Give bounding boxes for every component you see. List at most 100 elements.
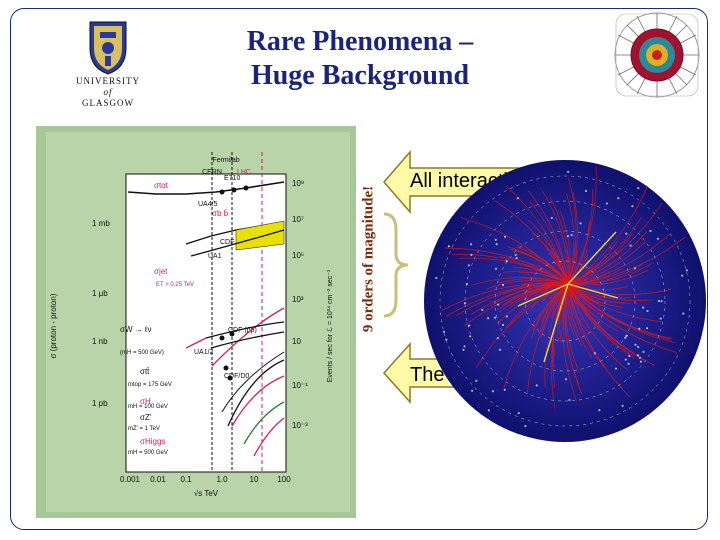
hit	[649, 230, 652, 232]
curve-label: σZ'	[140, 413, 152, 422]
track	[445, 283, 569, 317]
left-tick-label: 1 nb	[92, 337, 108, 346]
track	[544, 283, 569, 388]
hit	[467, 264, 470, 267]
x-axis-label: √s TeV	[194, 489, 219, 498]
university-of: of	[103, 87, 113, 97]
crest-icon	[89, 21, 127, 75]
track	[565, 283, 580, 373]
curve-label: σb b̄	[212, 209, 229, 218]
right-tick-label: 10⁻¹	[292, 381, 308, 390]
mass-label: (mH = 500 GeV)	[120, 350, 164, 356]
track	[441, 282, 569, 311]
hit	[475, 379, 478, 382]
hit	[685, 269, 688, 272]
track	[567, 283, 626, 304]
curve-label: σtot	[154, 181, 169, 190]
hit	[640, 360, 642, 363]
hit	[617, 197, 620, 200]
hit	[579, 222, 582, 225]
track	[567, 269, 649, 286]
track	[567, 283, 630, 299]
mass-label: mZ' = 1 TeV	[128, 426, 160, 432]
curve-label: σtt̄	[140, 367, 150, 376]
hit	[495, 243, 498, 246]
hit	[516, 197, 519, 200]
hit	[514, 253, 517, 256]
slide-title-line2: Huge Background	[250, 60, 470, 91]
hit	[524, 425, 527, 428]
hit	[621, 404, 624, 407]
hit	[462, 348, 465, 351]
sigma-zprime-curve	[243, 401, 285, 445]
track	[541, 190, 569, 285]
y2-axis-label: Events / sec for ℒ = 10³⁴ cm⁻² sec⁻¹	[326, 269, 334, 382]
hit	[646, 310, 649, 312]
hit	[463, 345, 466, 348]
track	[567, 216, 642, 285]
x-tick-label: 1.0	[216, 475, 228, 484]
sigma-jet-curve	[211, 307, 285, 367]
x-tick-label: 0.001	[120, 475, 141, 484]
hit	[642, 350, 645, 353]
x-tick-label: 100	[277, 475, 291, 484]
higgs-decay-lines	[517, 231, 619, 363]
track	[567, 185, 648, 285]
hit	[646, 327, 648, 330]
track	[539, 283, 569, 334]
hit	[464, 302, 467, 305]
track	[567, 202, 663, 285]
hit	[638, 356, 641, 359]
hit	[642, 306, 645, 309]
hit	[517, 412, 520, 415]
hit	[502, 324, 504, 326]
hit	[567, 170, 570, 173]
hit	[505, 315, 508, 318]
hit	[605, 202, 608, 205]
hit	[515, 257, 518, 259]
sigma-w-curve	[205, 321, 285, 339]
hit	[631, 205, 634, 208]
hit	[499, 348, 501, 351]
sigma-tot-curve	[127, 181, 285, 195]
hit	[496, 337, 499, 340]
track	[567, 283, 630, 397]
right-tick-label: 10⁻³	[292, 421, 308, 430]
hit	[629, 244, 632, 247]
x-tick-label: 0.01	[150, 475, 166, 484]
hit	[625, 232, 628, 235]
track	[547, 252, 569, 285]
hit	[495, 267, 497, 270]
w-arrow	[185, 337, 207, 349]
hit	[637, 187, 640, 190]
curve-label: σW → ℓν	[120, 325, 152, 334]
hit	[634, 343, 637, 346]
hit	[638, 327, 641, 330]
experiment-label: CDF/D0	[224, 373, 249, 380]
track	[499, 278, 569, 285]
slide-frame	[10, 8, 708, 530]
hit	[491, 390, 494, 393]
track	[567, 283, 606, 369]
top-label: LHC	[237, 169, 251, 176]
sigma-h-curve	[231, 375, 285, 427]
hit	[593, 352, 596, 355]
track	[452, 253, 569, 285]
track	[567, 283, 635, 357]
top-label: Fermilab	[212, 157, 239, 164]
orders-text: 9 orders of magnitude!	[360, 185, 377, 333]
atlas-event-logo	[614, 12, 700, 98]
track	[499, 256, 569, 285]
hit	[633, 267, 636, 270]
right-tick-label: 10⁷	[292, 215, 304, 224]
y-axis-label: σ (proton - proton)	[49, 293, 58, 358]
hit	[624, 336, 627, 339]
x-tick-label: 0.1	[180, 475, 192, 484]
hit	[628, 355, 631, 357]
detector-rings	[439, 175, 691, 427]
hit	[550, 217, 553, 219]
hit	[435, 277, 438, 279]
hit	[445, 338, 448, 341]
right-tick-label: 10⁹	[292, 179, 304, 188]
